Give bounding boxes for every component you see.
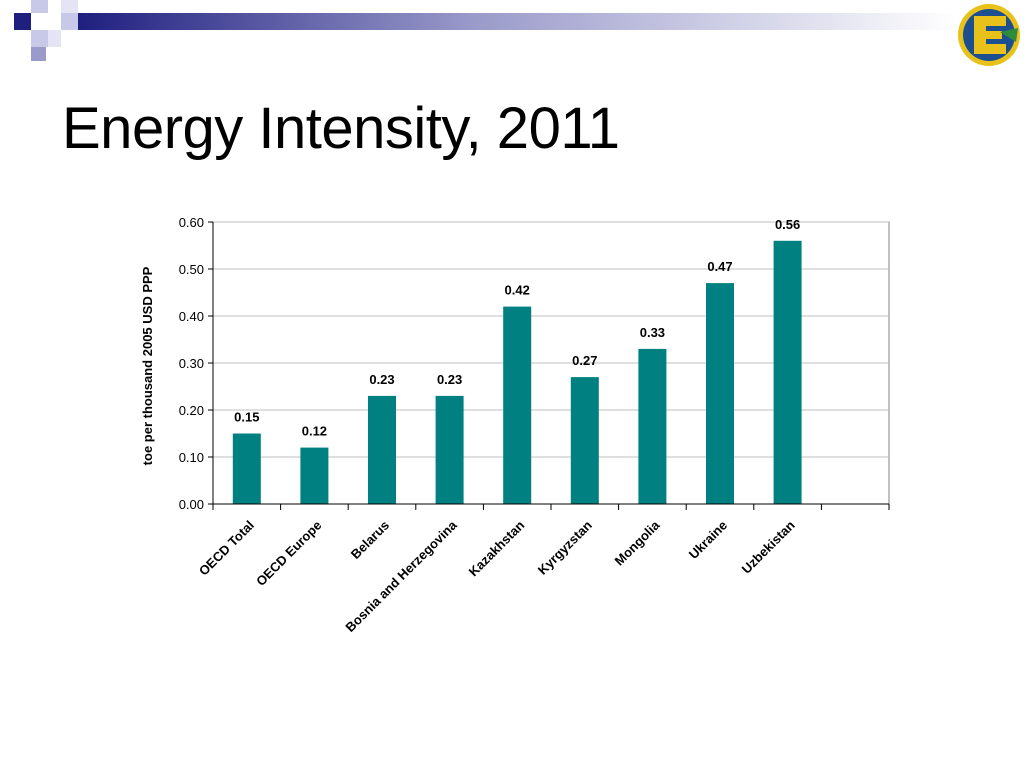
data-label: 0.12 xyxy=(302,424,327,439)
bar xyxy=(706,283,734,504)
data-labels: 0.15 0.12 0.23 0.23 0.42 0.27 0.33 0.47 0.56 xyxy=(234,217,800,439)
bar xyxy=(503,306,532,504)
bar xyxy=(435,395,464,504)
bars xyxy=(232,240,802,505)
x-category-label: Mongolia xyxy=(612,517,663,568)
data-label: 0.15 xyxy=(234,410,259,425)
bar xyxy=(638,348,667,504)
y-tick-label: 0.60 xyxy=(179,215,204,230)
e-globe-logo-icon xyxy=(958,4,1020,66)
data-label: 0.42 xyxy=(505,283,530,298)
bar xyxy=(570,377,599,504)
bar xyxy=(368,395,396,504)
bar xyxy=(300,447,329,504)
y-tick-label: 0.30 xyxy=(179,356,204,371)
x-category-label: Uzbekistan xyxy=(739,517,798,576)
x-category-label: Bosnia and Herzegovina xyxy=(342,517,460,635)
x-category-label: Belarus xyxy=(348,518,392,562)
x-category-label: OECD Total xyxy=(196,518,257,579)
data-label: 0.23 xyxy=(437,372,462,387)
header-decoration xyxy=(14,0,958,61)
y-tick-label: 0.40 xyxy=(179,309,204,324)
data-label: 0.56 xyxy=(775,217,800,232)
bar xyxy=(232,433,261,504)
data-label: 0.23 xyxy=(369,372,394,387)
y-tick-label: 0.20 xyxy=(179,403,204,418)
y-tick-label: 0.10 xyxy=(179,450,204,465)
y-axis-label: toe per thousand 2005 USD PPP xyxy=(140,266,155,465)
x-category-label: Kazakhstan xyxy=(466,517,528,579)
x-category-label: Ukraine xyxy=(686,518,730,562)
x-category-label: OECD Europe xyxy=(253,518,324,589)
y-tick-label: 0.50 xyxy=(179,262,204,277)
data-label: 0.27 xyxy=(572,353,597,368)
y-tick-label: 0.00 xyxy=(179,497,204,512)
data-label: 0.33 xyxy=(640,325,665,340)
bar xyxy=(773,240,802,505)
slide-title: Energy Intensity, 2011 xyxy=(62,96,620,161)
x-category-label: Kyrgyzstan xyxy=(535,517,595,577)
data-label: 0.47 xyxy=(707,259,732,274)
